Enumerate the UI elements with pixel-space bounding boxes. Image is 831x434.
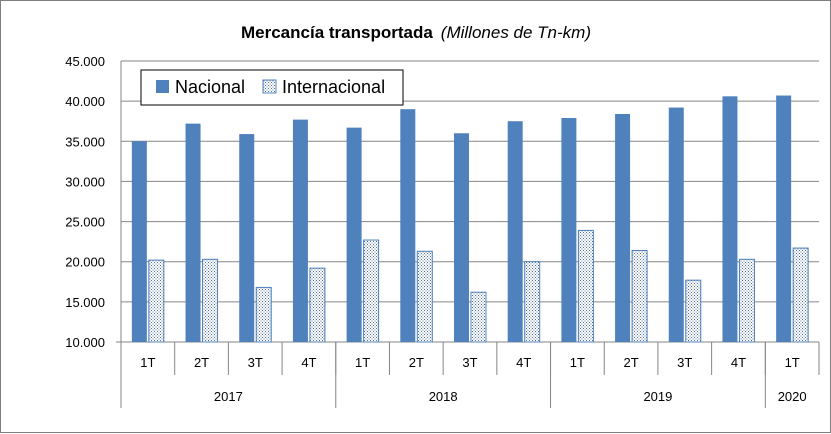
- bar-internacional: [524, 261, 541, 343]
- x-group-label: 2019: [643, 389, 672, 404]
- bars: [131, 95, 809, 343]
- bar-nacional: [668, 107, 684, 343]
- x-tick-label: 4T: [516, 355, 531, 370]
- bar-internacional: [685, 279, 702, 343]
- legend: Nacional Internacional: [140, 69, 404, 106]
- x-tick-label: 1T: [570, 355, 585, 370]
- bar-nacional: [185, 123, 201, 342]
- y-tick-label: 45.000: [65, 54, 105, 69]
- bar-internacional: [631, 249, 648, 343]
- y-axis-ticks: 10.000 15.000 20.000 25.000 30.000 35.000 40.0…: [65, 54, 105, 350]
- bar-nacional: [346, 127, 362, 342]
- chart-title-main: Mercancía transportada: [241, 23, 433, 42]
- y-tick-label: 15.000: [65, 295, 105, 310]
- bar-nacional: [292, 119, 308, 342]
- x-tick-label: 1T: [140, 355, 155, 370]
- y-tick-label: 40.000: [65, 94, 105, 109]
- y-tick-label: 25.000: [65, 215, 105, 230]
- bar-nacional: [722, 96, 738, 342]
- chart-title: Mercancía transportada (Millones de Tn-km…: [241, 23, 591, 42]
- x-tick-label: 3T: [248, 355, 263, 370]
- bar-internacional: [416, 250, 433, 343]
- x-tick-label: 4T: [301, 355, 316, 370]
- axes: [116, 61, 122, 408]
- bar-internacional: [792, 247, 809, 343]
- bar-internacional: [148, 259, 165, 343]
- y-tick-label: 20.000: [65, 255, 105, 270]
- x-tick-label: 2T: [409, 355, 424, 370]
- bar-nacional: [507, 121, 523, 342]
- x-tick-label: 1T: [785, 355, 800, 370]
- bar-nacional: [615, 113, 631, 342]
- y-tick-label: 35.000: [65, 134, 105, 149]
- legend-swatch-internacional: [262, 79, 277, 94]
- chart-subtitle: (Millones de Tn-km): [441, 23, 591, 42]
- legend-label-nacional: Nacional: [175, 77, 245, 97]
- x-tick-label: 2T: [194, 355, 209, 370]
- x-group-label: 2018: [429, 389, 458, 404]
- bar-internacional: [577, 229, 594, 343]
- x-tick-label: 3T: [677, 355, 692, 370]
- bar-nacional: [561, 118, 577, 342]
- legend-swatch-nacional: [156, 80, 169, 93]
- legend-label-internacional: Internacional: [282, 77, 385, 97]
- x-group-label: 2020: [778, 389, 807, 404]
- x-tick-label: 3T: [462, 355, 477, 370]
- x-tick-label: 1T: [355, 355, 370, 370]
- y-tick-label: 30.000: [65, 174, 105, 189]
- y-tick-label: 10.000: [65, 335, 105, 350]
- bar-nacional: [239, 134, 255, 342]
- bar-internacional: [470, 291, 487, 343]
- bar-nacional: [776, 95, 792, 342]
- bar-nacional: [454, 133, 469, 342]
- bar-internacional: [363, 239, 380, 343]
- x-axis-labels: 1T 2T 3T 4T 1T 2T 3T 4T 1T 2T 3T 4T 1T 2017 2018 2019 20…: [140, 342, 820, 408]
- bar-internacional: [202, 258, 219, 343]
- bar-nacional: [400, 109, 416, 343]
- bar-internacional: [309, 267, 326, 343]
- x-tick-label: 4T: [731, 355, 746, 370]
- bar-internacional: [738, 258, 755, 343]
- bar-nacional: [131, 141, 147, 342]
- x-tick-label: 2T: [623, 355, 638, 370]
- bar-internacional: [255, 286, 272, 343]
- x-group-label: 2017: [214, 389, 243, 404]
